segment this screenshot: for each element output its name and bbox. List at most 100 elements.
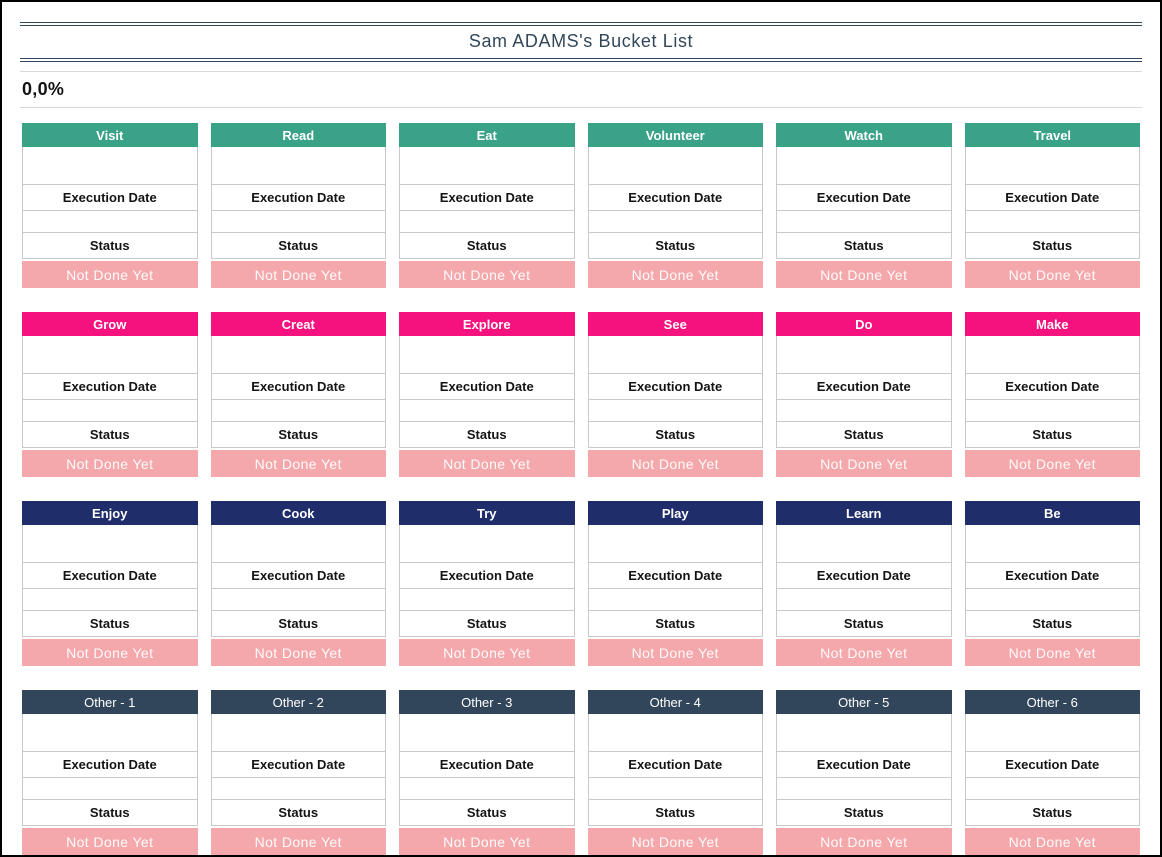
execution-date-cell[interactable] xyxy=(23,589,197,611)
item-name-cell[interactable] xyxy=(777,714,951,752)
status-label: Status xyxy=(23,233,197,259)
status-value-badge[interactable]: Not Done Yet xyxy=(776,639,952,666)
item-name-cell[interactable] xyxy=(965,525,1139,563)
execution-date-cell[interactable] xyxy=(400,778,574,800)
execution-date-label: Execution Date xyxy=(211,185,385,211)
status-value-badge[interactable]: Not Done Yet xyxy=(399,828,575,855)
execution-date-cell[interactable] xyxy=(777,589,951,611)
status-value-badge[interactable]: Not Done Yet xyxy=(22,261,198,288)
status-value-badge[interactable]: Not Done Yet xyxy=(210,828,386,855)
execution-date-cell[interactable] xyxy=(23,400,197,422)
execution-date-cell[interactable] xyxy=(400,211,574,233)
card-body: Execution Date Status xyxy=(210,147,386,259)
execution-date-cell[interactable] xyxy=(965,589,1139,611)
item-name-cell[interactable] xyxy=(23,525,197,563)
item-name-cell[interactable] xyxy=(588,714,762,752)
status-value-badge[interactable]: Not Done Yet xyxy=(964,261,1140,288)
card-body: Execution Date Status xyxy=(776,714,952,826)
card-body: Execution Date Status xyxy=(399,714,575,826)
execution-date-cell[interactable] xyxy=(211,778,385,800)
card-body: Execution Date Status xyxy=(22,336,198,448)
status-value-badge[interactable]: Not Done Yet xyxy=(964,828,1140,855)
status-value-badge[interactable]: Not Done Yet xyxy=(22,828,198,855)
status-value-badge[interactable]: Not Done Yet xyxy=(587,450,763,477)
bucket-card: Try Execution Date Status Not Done Yet xyxy=(399,501,575,666)
status-value-badge[interactable]: Not Done Yet xyxy=(776,828,952,855)
execution-date-cell[interactable] xyxy=(588,778,762,800)
status-label: Status xyxy=(588,233,762,259)
item-name-cell[interactable] xyxy=(400,714,574,752)
execution-date-cell[interactable] xyxy=(400,589,574,611)
item-name-cell[interactable] xyxy=(211,147,385,185)
status-value-badge[interactable]: Not Done Yet xyxy=(399,450,575,477)
bucket-card: Explore Execution Date Status Not Done Yet xyxy=(399,312,575,477)
status-value-badge[interactable]: Not Done Yet xyxy=(587,828,763,855)
status-value-badge[interactable]: Not Done Yet xyxy=(776,261,952,288)
execution-date-cell[interactable] xyxy=(777,211,951,233)
status-value-badge[interactable]: Not Done Yet xyxy=(22,450,198,477)
item-name-cell[interactable] xyxy=(400,336,574,374)
item-name-cell[interactable] xyxy=(588,336,762,374)
execution-date-cell[interactable] xyxy=(965,400,1139,422)
execution-date-cell[interactable] xyxy=(777,778,951,800)
execution-date-label: Execution Date xyxy=(588,185,762,211)
status-label: Status xyxy=(777,233,951,259)
execution-date-cell[interactable] xyxy=(211,400,385,422)
status-value-badge[interactable]: Not Done Yet xyxy=(210,450,386,477)
card-title: Other - 5 xyxy=(776,690,952,714)
card-title: Other - 1 xyxy=(22,690,198,714)
execution-date-cell[interactable] xyxy=(965,211,1139,233)
bucket-grid: Visit Execution Date Status Not Done Yet Rea… xyxy=(22,123,1140,855)
execution-date-cell[interactable] xyxy=(965,778,1139,800)
item-name-cell[interactable] xyxy=(211,525,385,563)
card-body: Execution Date Status xyxy=(210,336,386,448)
status-value-badge[interactable]: Not Done Yet xyxy=(210,639,386,666)
item-name-cell[interactable] xyxy=(211,336,385,374)
status-value-badge[interactable]: Not Done Yet xyxy=(964,639,1140,666)
item-name-cell[interactable] xyxy=(23,147,197,185)
status-value-badge[interactable]: Not Done Yet xyxy=(587,261,763,288)
status-value-badge[interactable]: Not Done Yet xyxy=(776,450,952,477)
execution-date-cell[interactable] xyxy=(211,211,385,233)
item-name-cell[interactable] xyxy=(777,147,951,185)
execution-date-label: Execution Date xyxy=(965,185,1139,211)
status-label: Status xyxy=(400,611,574,637)
status-value-badge[interactable]: Not Done Yet xyxy=(399,639,575,666)
card-body: Execution Date Status xyxy=(587,714,763,826)
execution-date-label: Execution Date xyxy=(211,752,385,778)
status-value-badge[interactable]: Not Done Yet xyxy=(22,639,198,666)
card-title: Other - 4 xyxy=(587,690,763,714)
execution-date-cell[interactable] xyxy=(588,400,762,422)
item-name-cell[interactable] xyxy=(400,147,574,185)
status-value-badge[interactable]: Not Done Yet xyxy=(210,261,386,288)
execution-date-cell[interactable] xyxy=(23,778,197,800)
item-name-cell[interactable] xyxy=(777,525,951,563)
execution-date-cell[interactable] xyxy=(588,589,762,611)
status-label: Status xyxy=(965,800,1139,826)
item-name-cell[interactable] xyxy=(588,147,762,185)
card-title: Grow xyxy=(22,312,198,336)
execution-date-cell[interactable] xyxy=(777,400,951,422)
item-name-cell[interactable] xyxy=(777,336,951,374)
item-name-cell[interactable] xyxy=(23,714,197,752)
execution-date-cell[interactable] xyxy=(23,211,197,233)
execution-date-cell[interactable] xyxy=(211,589,385,611)
item-name-cell[interactable] xyxy=(211,714,385,752)
card-body: Execution Date Status xyxy=(964,525,1140,637)
status-value-badge[interactable]: Not Done Yet xyxy=(964,450,1140,477)
bucket-card: Read Execution Date Status Not Done Yet xyxy=(210,123,386,288)
status-value-badge[interactable]: Not Done Yet xyxy=(399,261,575,288)
execution-date-cell[interactable] xyxy=(588,211,762,233)
item-name-cell[interactable] xyxy=(965,714,1139,752)
item-name-cell[interactable] xyxy=(23,336,197,374)
bucket-card: Other - 5 Execution Date Status Not Done Ye… xyxy=(776,690,952,855)
bucket-card: Other - 4 Execution Date Status Not Done Ye… xyxy=(587,690,763,855)
item-name-cell[interactable] xyxy=(588,525,762,563)
status-value-badge[interactable]: Not Done Yet xyxy=(587,639,763,666)
item-name-cell[interactable] xyxy=(965,336,1139,374)
item-name-cell[interactable] xyxy=(400,525,574,563)
execution-date-label: Execution Date xyxy=(23,752,197,778)
item-name-cell[interactable] xyxy=(965,147,1139,185)
execution-date-cell[interactable] xyxy=(400,400,574,422)
card-body: Execution Date Status xyxy=(399,336,575,448)
